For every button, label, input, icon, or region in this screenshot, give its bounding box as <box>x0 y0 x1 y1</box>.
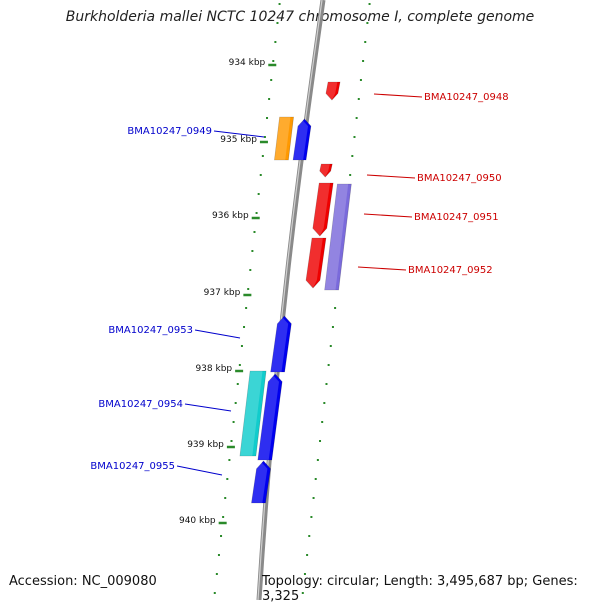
gene-arrow[interactable] <box>251 460 271 504</box>
scale-tick-label: 939 kbp <box>187 440 224 450</box>
gene-arrow-shade <box>293 119 309 160</box>
gene-label[interactable]: BMA10247_0954 <box>98 399 183 410</box>
gene-arrow[interactable] <box>305 237 327 289</box>
chromosome-backbone <box>256 0 326 600</box>
scale-tick-label: 936 kbp <box>212 211 249 221</box>
gene-arrow[interactable] <box>319 163 333 178</box>
gene-features <box>239 81 352 504</box>
gene-label[interactable]: BMA10247_0953 <box>108 325 193 336</box>
gene-leader-line <box>213 130 265 138</box>
gene-block[interactable] <box>274 116 294 161</box>
gene-arrow-shade <box>270 316 289 372</box>
gene-arrow[interactable] <box>270 315 292 373</box>
gene-arrow-shade <box>324 184 349 290</box>
gene-arrow[interactable] <box>292 118 312 161</box>
gene-label[interactable]: BMA10247_0955 <box>90 461 175 472</box>
gene-leader-line <box>366 174 416 179</box>
gene-leader-line <box>373 93 423 98</box>
gene-leader-line <box>363 213 413 218</box>
gene-arrow-shade <box>319 164 330 177</box>
gene-arrow[interactable] <box>325 81 341 101</box>
gene-arrow-shade <box>251 461 268 503</box>
gene-label[interactable]: BMA10247_0949 <box>127 126 212 137</box>
gene-arrow-shade <box>239 371 263 456</box>
gene-label[interactable]: BMA10247_0951 <box>414 212 499 223</box>
gene-leader-line <box>357 266 407 271</box>
gene-arrow[interactable] <box>257 373 283 461</box>
gene-arrow-shade <box>257 374 280 460</box>
scale-tick-label: 935 kbp <box>220 135 257 145</box>
gene-arrow-shade <box>274 117 291 160</box>
gene-arrow-shade <box>312 183 331 236</box>
scale-tick-label: 937 kbp <box>204 288 241 298</box>
scale-dot-tracks <box>213 3 371 594</box>
accession-text: Accession: NC_009080 <box>9 574 157 589</box>
gene-arrow-shade <box>325 82 338 100</box>
gene-leader-line <box>184 403 232 412</box>
gene-block[interactable] <box>239 370 267 457</box>
backbone-line <box>256 0 326 600</box>
gene-label[interactable]: BMA10247_0950 <box>417 173 502 184</box>
gene-labels: BMA10247_0948 BMA10247_0949 BMA10247_0950 B… <box>90 92 509 476</box>
scale-tick-label: 940 kbp <box>179 516 216 526</box>
gene-block[interactable] <box>324 183 352 291</box>
scale-tick-label: 934 kbp <box>229 58 266 68</box>
scale-ticks: 934 kbp 935 kbp 936 kbp 937 kbp 938 kbp 939 k… <box>179 58 277 526</box>
gene-arrow[interactable] <box>312 182 334 237</box>
gene-leader-line <box>194 329 241 339</box>
gene-label[interactable]: BMA10247_0948 <box>424 92 509 103</box>
gene-arrow-shade <box>306 238 323 288</box>
gene-leader-line <box>176 465 223 476</box>
genome-title: Burkholderia mallei NCTC 10247 chromosom… <box>65 9 535 25</box>
scale-tick-label: 938 kbp <box>195 364 232 374</box>
gene-label[interactable]: BMA10247_0952 <box>408 265 493 276</box>
